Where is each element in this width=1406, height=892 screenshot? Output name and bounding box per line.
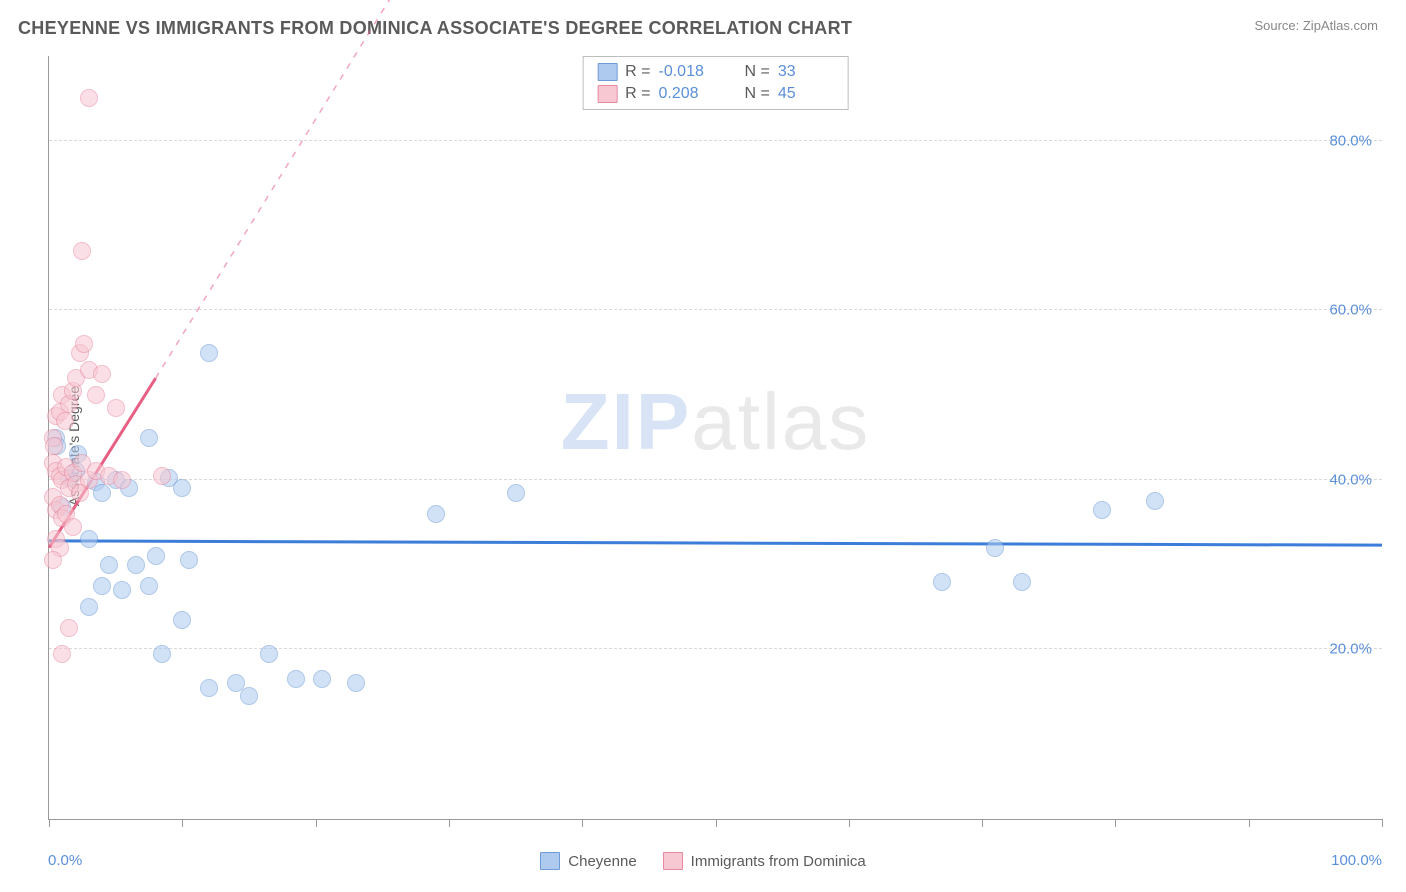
scatter-point [287,670,305,688]
scatter-point [45,437,63,455]
x-tick [716,819,717,827]
x-tick [1382,819,1383,827]
series-legend: Cheyenne Immigrants from Dominica [0,852,1406,870]
gridline [49,648,1382,649]
n-value: 33 [778,63,834,81]
scatter-point [153,645,171,663]
scatter-point [933,573,951,591]
legend-label: Immigrants from Dominica [691,853,866,870]
scatter-point [93,577,111,595]
chart-header: CHEYENNE VS IMMIGRANTS FROM DOMINICA ASS… [0,0,1406,49]
gridline [49,140,1382,141]
scatter-point [147,547,165,565]
x-tick [1115,819,1116,827]
legend-swatch [540,852,560,870]
correlation-legend-row: R = 0.208 N = 45 [597,83,834,105]
r-label: R = [625,85,650,103]
x-tick [582,819,583,827]
scatter-point [113,471,131,489]
x-tick [982,819,983,827]
chart-plot-area: ZIPatlas R = -0.018 N = 33 R = 0.208 N =… [48,56,1382,820]
scatter-point [87,386,105,404]
scatter-point [260,645,278,663]
scatter-point [75,335,93,353]
x-tick [849,819,850,827]
n-label: N = [745,63,770,81]
scatter-point [56,412,74,430]
scatter-point [427,505,445,523]
scatter-point [140,577,158,595]
x-tick [316,819,317,827]
legend-item-cheyenne: Cheyenne [540,852,636,870]
n-label: N = [745,85,770,103]
scatter-point [507,484,525,502]
scatter-point [200,344,218,362]
source-attribution: Source: ZipAtlas.com [1254,18,1378,33]
r-value: -0.018 [659,63,715,81]
gridline [49,479,1382,480]
scatter-point [240,687,258,705]
y-tick-label: 20.0% [1329,641,1372,658]
scatter-point [53,645,71,663]
x-tick [449,819,450,827]
scatter-point [173,611,191,629]
scatter-point [200,679,218,697]
scatter-point [64,518,82,536]
scatter-point [173,479,191,497]
x-tick [182,819,183,827]
scatter-point [44,551,62,569]
scatter-point [113,581,131,599]
scatter-point [153,467,171,485]
correlation-legend: R = -0.018 N = 33 R = 0.208 N = 45 [582,56,849,110]
correlation-legend-row: R = -0.018 N = 33 [597,61,834,83]
trend-line-cheyenne [49,541,1382,545]
gridline [49,309,1382,310]
scatter-point [80,530,98,548]
scatter-point [107,399,125,417]
legend-swatch-cheyenne [597,63,617,81]
n-value: 45 [778,85,834,103]
y-tick-label: 60.0% [1329,302,1372,319]
scatter-point [80,598,98,616]
trend-line-dashed [156,0,449,378]
legend-label: Cheyenne [568,853,636,870]
scatter-point [180,551,198,569]
scatter-point [1093,501,1111,519]
y-tick-label: 40.0% [1329,471,1372,488]
scatter-point [313,670,331,688]
scatter-point [80,89,98,107]
scatter-point [140,429,158,447]
x-tick [49,819,50,827]
legend-swatch [663,852,683,870]
r-label: R = [625,63,650,81]
x-tick [1249,819,1250,827]
scatter-point [1146,492,1164,510]
scatter-point [1013,573,1031,591]
scatter-point [100,556,118,574]
scatter-point [60,619,78,637]
scatter-point [347,674,365,692]
scatter-point [93,365,111,383]
chart-title: CHEYENNE VS IMMIGRANTS FROM DOMINICA ASS… [18,18,852,39]
legend-swatch-dominica [597,85,617,103]
scatter-point [73,242,91,260]
legend-item-dominica: Immigrants from Dominica [663,852,866,870]
y-tick-label: 80.0% [1329,132,1372,149]
r-value: 0.208 [659,85,715,103]
scatter-point [127,556,145,574]
scatter-point [986,539,1004,557]
